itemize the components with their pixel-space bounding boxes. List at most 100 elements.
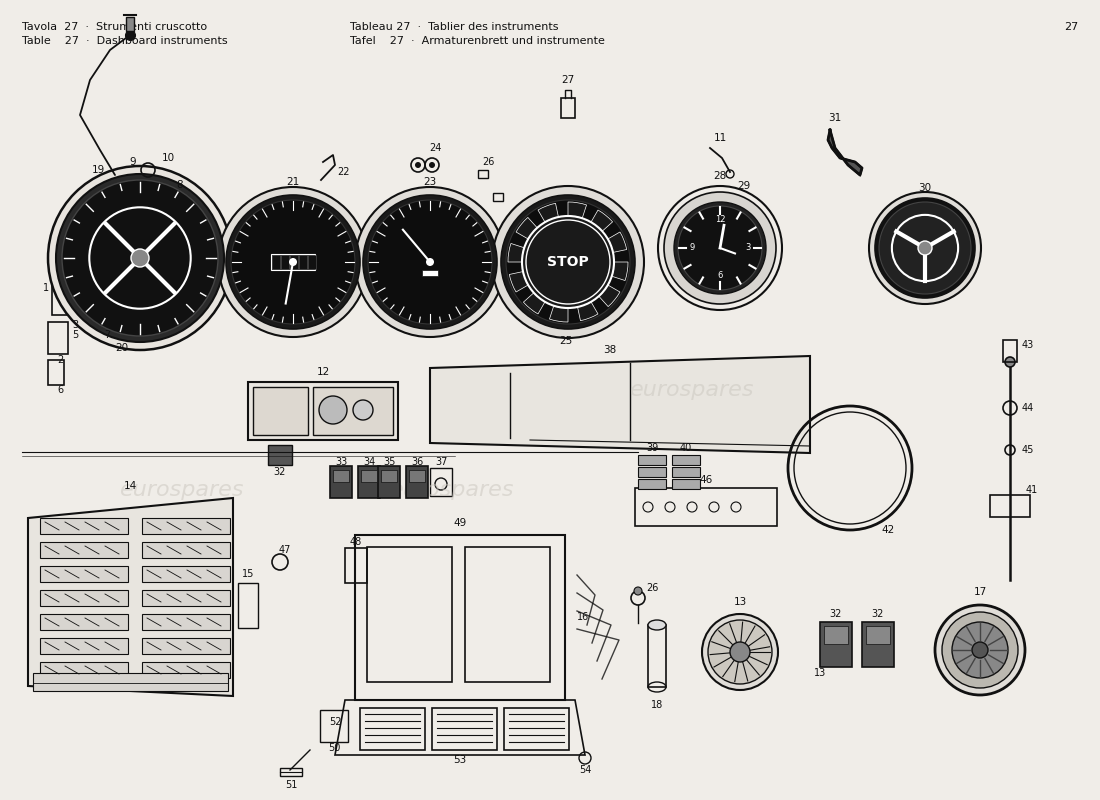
Wedge shape	[538, 203, 559, 222]
Text: 18: 18	[651, 700, 663, 710]
Text: 27: 27	[561, 75, 574, 85]
Bar	[406, 466, 428, 498]
Circle shape	[48, 166, 232, 350]
Bar	[672, 479, 700, 489]
Bar	[268, 445, 292, 465]
Text: 27: 27	[1064, 22, 1078, 32]
Text: 22: 22	[337, 167, 350, 177]
Text: 28: 28	[714, 171, 727, 181]
Bar	[142, 518, 230, 534]
Text: eurospares: eurospares	[390, 480, 515, 500]
Bar	[142, 542, 230, 558]
Circle shape	[674, 202, 766, 294]
Text: Tavola  27  ·  Strumenti cruscotto: Tavola 27 · Strumenti cruscotto	[22, 22, 207, 32]
Bar	[40, 662, 128, 678]
Wedge shape	[508, 243, 525, 262]
Circle shape	[634, 587, 642, 595]
Text: 3: 3	[72, 320, 78, 330]
Text: 6: 6	[57, 385, 63, 395]
Text: 31: 31	[828, 113, 842, 123]
Bar	[493, 193, 503, 201]
Bar	[638, 467, 666, 477]
Bar	[504, 708, 569, 750]
Wedge shape	[598, 285, 620, 306]
Circle shape	[935, 605, 1025, 695]
Bar	[314, 387, 393, 435]
Text: Tableau 27  ·  Tablier des instruments: Tableau 27 · Tablier des instruments	[350, 22, 559, 32]
Text: 24: 24	[429, 143, 441, 153]
Bar	[290, 255, 298, 269]
Bar	[40, 638, 128, 654]
Bar	[355, 535, 565, 700]
Wedge shape	[578, 302, 598, 321]
Polygon shape	[28, 498, 233, 696]
Text: 53: 53	[453, 755, 466, 765]
Text: 20: 20	[116, 343, 129, 353]
Circle shape	[131, 249, 149, 267]
Bar	[320, 710, 348, 742]
Bar	[248, 382, 398, 440]
Circle shape	[1005, 357, 1015, 367]
Circle shape	[231, 200, 355, 324]
Bar	[1003, 340, 1018, 362]
Text: 26: 26	[646, 583, 658, 593]
Circle shape	[918, 241, 932, 255]
Text: 9: 9	[130, 157, 136, 167]
Bar	[40, 590, 128, 606]
Bar	[238, 583, 258, 628]
Circle shape	[972, 642, 988, 658]
Text: 3: 3	[746, 243, 750, 253]
Text: 38: 38	[604, 345, 617, 355]
Circle shape	[874, 198, 975, 298]
Text: 5: 5	[72, 330, 78, 340]
Bar	[126, 17, 134, 31]
Circle shape	[664, 192, 776, 304]
Circle shape	[869, 192, 981, 304]
Bar	[990, 495, 1030, 517]
Bar	[345, 548, 367, 583]
Text: 32: 32	[274, 467, 286, 477]
Bar	[672, 467, 700, 477]
Bar	[299, 255, 307, 269]
Text: 12: 12	[317, 367, 330, 377]
Text: 30: 30	[918, 183, 932, 193]
Bar	[820, 622, 852, 667]
Text: 45: 45	[1022, 445, 1034, 455]
Bar	[142, 638, 230, 654]
Text: Tafel    27  ·  Armaturenbrett und instrumente: Tafel 27 · Armaturenbrett und instrument…	[350, 36, 605, 46]
Circle shape	[492, 186, 644, 338]
Wedge shape	[509, 271, 528, 292]
Text: 9: 9	[690, 243, 694, 253]
Circle shape	[353, 400, 373, 420]
Bar	[330, 466, 352, 498]
Bar	[361, 470, 377, 482]
Text: 46: 46	[700, 475, 713, 485]
Text: 36: 36	[411, 457, 424, 467]
Circle shape	[522, 216, 614, 308]
Bar	[478, 170, 488, 178]
Bar	[333, 470, 349, 482]
Ellipse shape	[648, 620, 666, 630]
Text: 52: 52	[329, 717, 341, 727]
Text: 2: 2	[57, 355, 63, 365]
Text: 13: 13	[814, 668, 826, 678]
Bar	[866, 626, 890, 644]
Bar	[430, 468, 452, 496]
Text: 35: 35	[383, 457, 395, 467]
Circle shape	[429, 162, 434, 168]
Text: 40: 40	[680, 443, 692, 453]
Bar	[40, 566, 128, 582]
Circle shape	[62, 180, 218, 336]
Text: 32: 32	[829, 609, 843, 619]
Text: 48: 48	[350, 537, 362, 547]
Text: 29: 29	[737, 181, 750, 191]
Circle shape	[708, 620, 772, 684]
Text: eurospares: eurospares	[120, 480, 244, 500]
Text: 15: 15	[242, 569, 254, 579]
Bar	[280, 255, 289, 269]
Text: 44: 44	[1022, 403, 1034, 413]
Bar	[360, 708, 425, 750]
Wedge shape	[591, 210, 613, 231]
Circle shape	[730, 642, 750, 662]
Bar	[409, 470, 425, 482]
